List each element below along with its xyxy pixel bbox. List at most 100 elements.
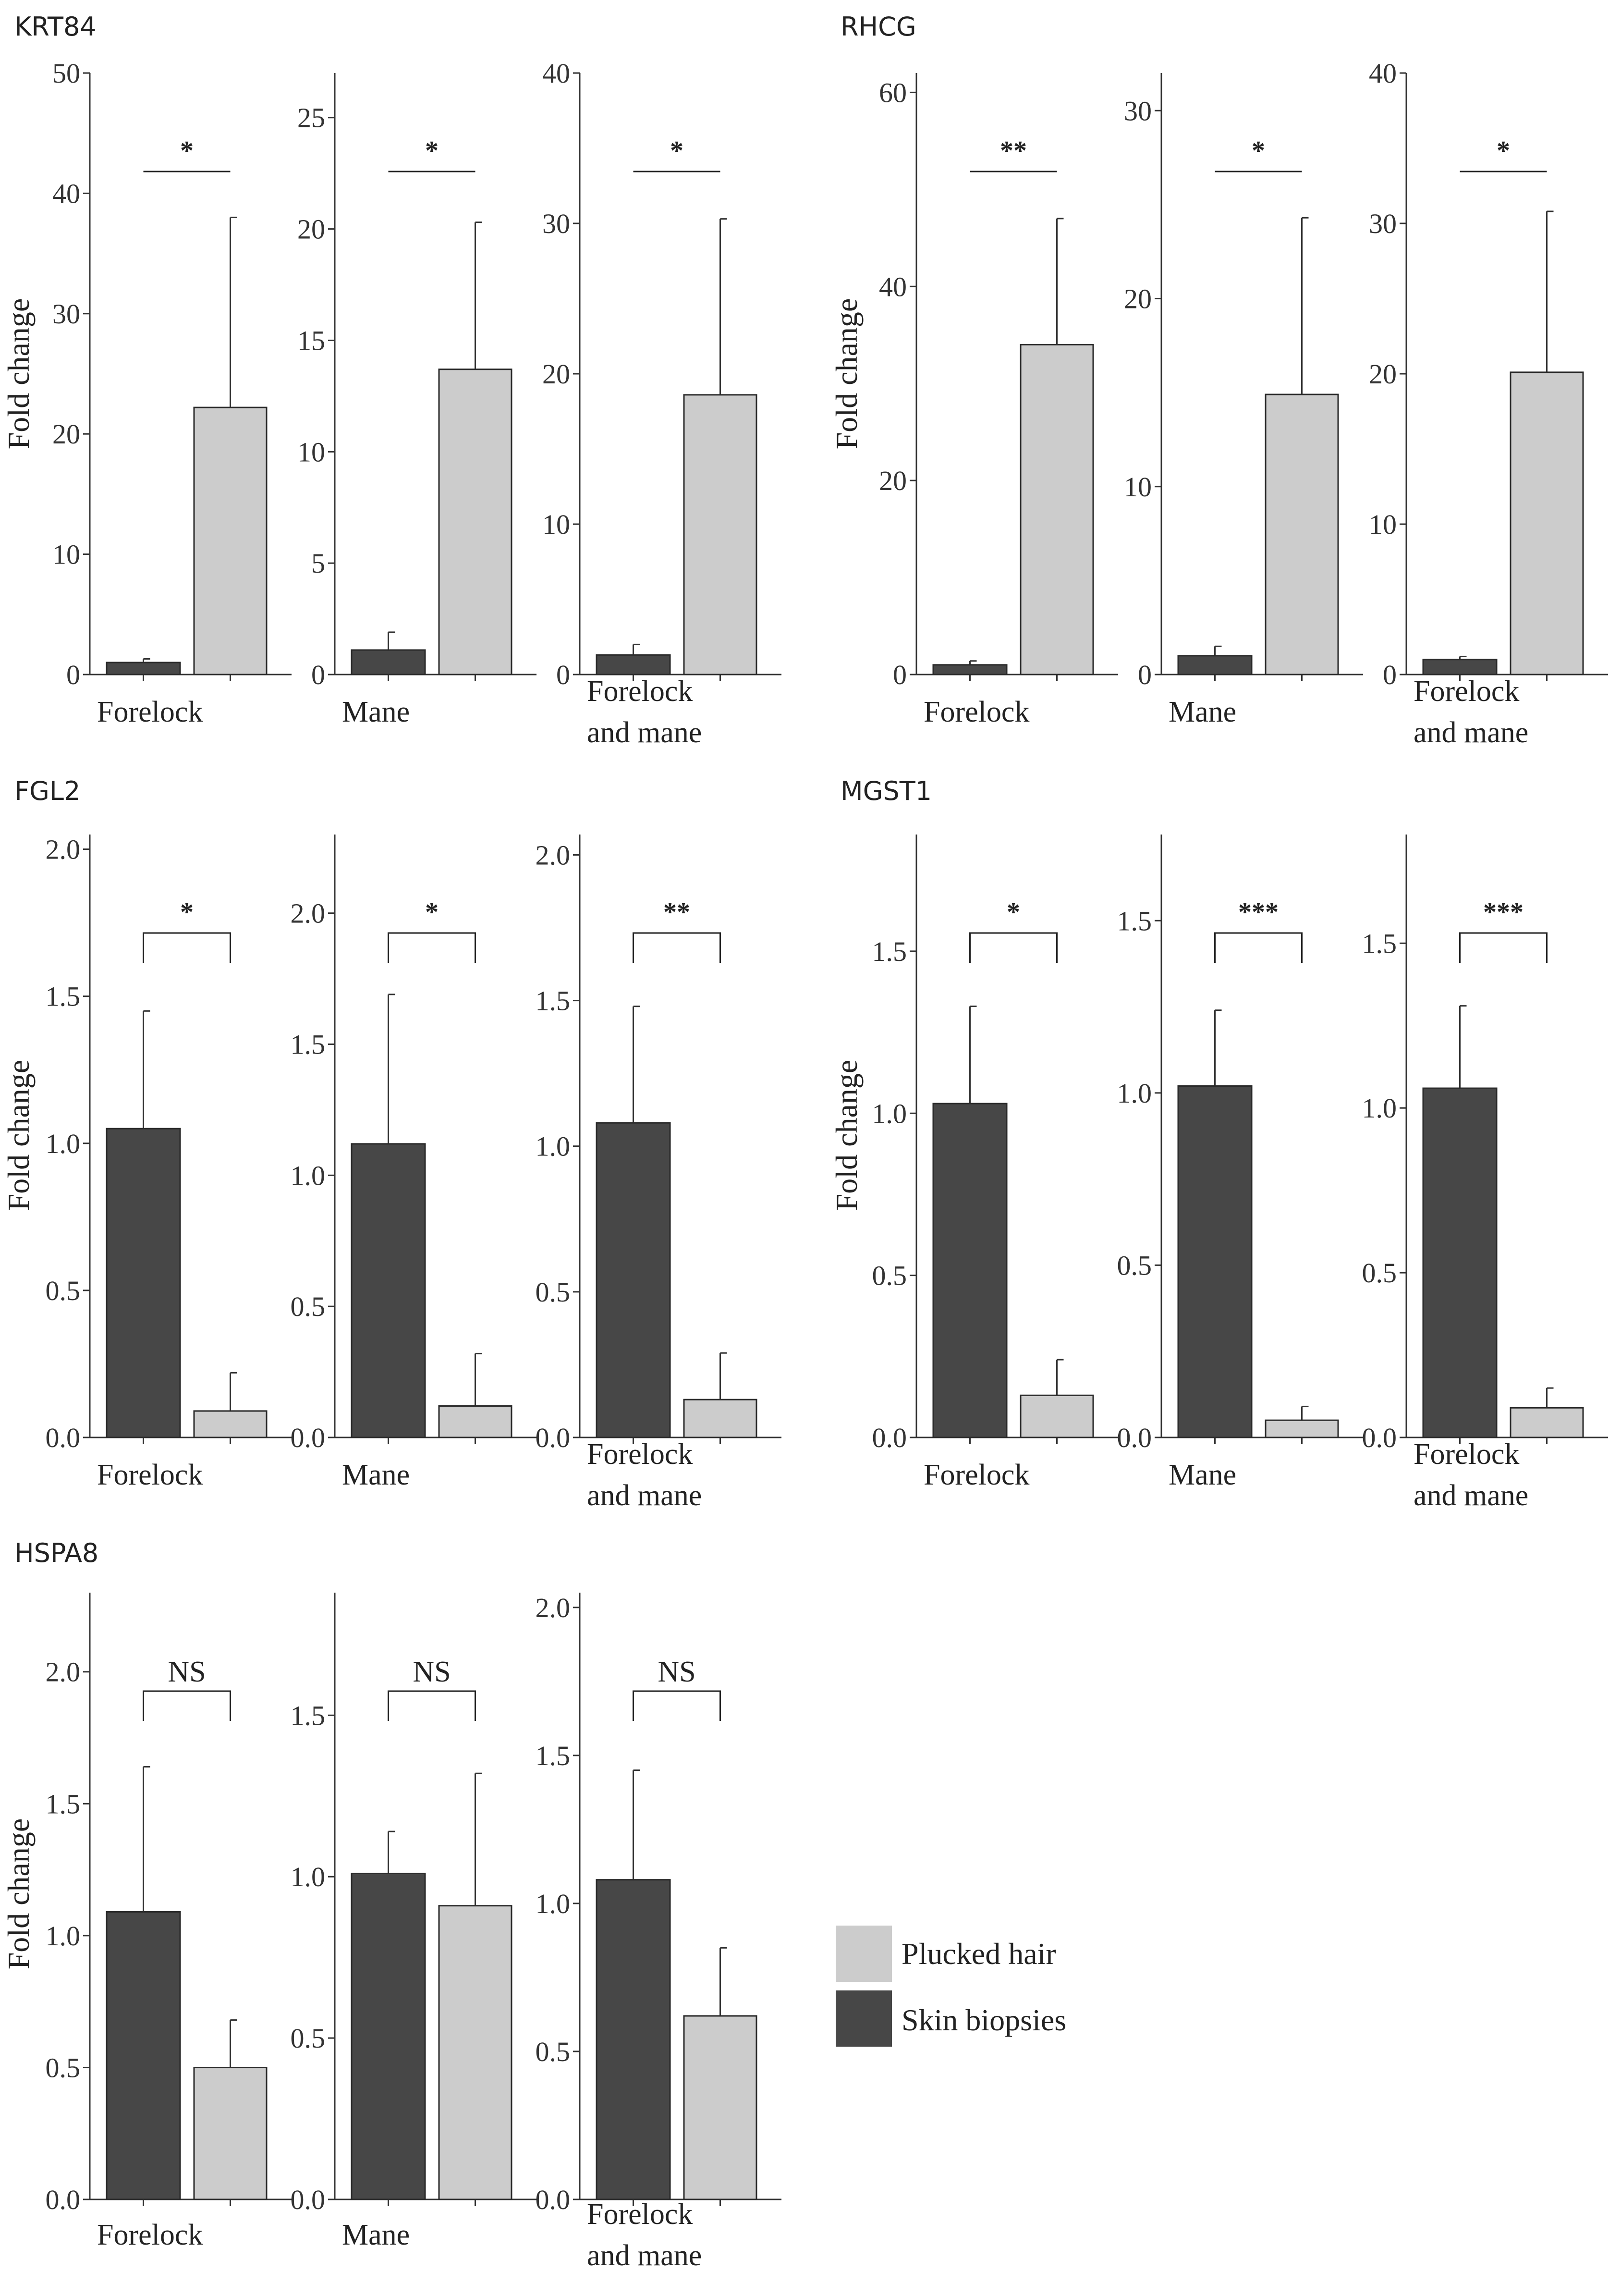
y-tick-label: 10 xyxy=(1124,471,1152,503)
category-label: and mane xyxy=(1414,716,1528,749)
category-label: Mane xyxy=(342,2219,410,2251)
category-label: and mane xyxy=(587,2239,702,2272)
y-tick-label: 20 xyxy=(1369,358,1397,390)
y-axis-label: Fold change xyxy=(1,1060,36,1211)
y-tick-label: 1.5 xyxy=(1362,928,1397,959)
category-label: Mane xyxy=(342,696,410,728)
gene-title-rhcg: RHCG xyxy=(841,12,916,42)
y-tick-label: 1.5 xyxy=(46,981,81,1012)
panel-mane: 0.0 0.5 1.0 1.5 NS Mane xyxy=(291,1593,536,2251)
y-tick-label: 0.0 xyxy=(1362,1422,1397,1453)
y-axis-label: Fold change xyxy=(829,1060,864,1211)
bar-plucked-hair xyxy=(1020,1394,1094,1438)
bar-skin-biopsies xyxy=(932,1103,1008,1438)
y-tick-label: 20 xyxy=(52,418,80,450)
y-tick-label: 0.0 xyxy=(46,1422,81,1453)
y-tick-label: 0.0 xyxy=(1117,1422,1152,1453)
y-tick-label: 20 xyxy=(879,465,907,496)
panel-mane: 0.0 0.5 1.0 1.5 *** Mane xyxy=(1117,835,1363,1491)
significance-label: * xyxy=(1007,897,1020,927)
panel-forelock: 0 10 20 30 40 50 * Forelock xyxy=(52,58,292,728)
y-tick-label: 1.0 xyxy=(291,1160,326,1191)
bar-plucked-hair xyxy=(1265,1419,1339,1438)
y-tick-label: 0.5 xyxy=(46,2052,81,2083)
y-tick-label: 0.0 xyxy=(872,1422,907,1453)
bar-plucked-hair xyxy=(1510,1407,1584,1438)
y-tick-label: 0.5 xyxy=(291,2023,326,2054)
significance-bracket xyxy=(1214,932,1303,963)
legend-swatch-skin-biopsies xyxy=(836,1990,892,2047)
legend: Plucked hair Skin biopsies xyxy=(836,1926,1066,2047)
y-tick-label: 40 xyxy=(879,271,907,302)
category-label: and mane xyxy=(587,1479,702,1512)
category-label: Forelock xyxy=(97,2219,203,2251)
significance-label: NS xyxy=(413,1656,451,1688)
y-tick-label: 0.5 xyxy=(1362,1257,1397,1289)
panel-forelock: 0.0 0.5 1.0 1.5 2.0 NS Forelock xyxy=(46,1593,292,2251)
y-tick-label: 1.0 xyxy=(291,1861,326,1892)
bar-plucked-hair xyxy=(683,2015,757,2200)
y-tick-label: 0 xyxy=(1383,659,1397,690)
y-tick-label: 1.0 xyxy=(46,1128,81,1159)
y-tick-label: 1.5 xyxy=(872,936,907,967)
category-label: Forelock xyxy=(1414,675,1519,708)
panel-forelock-and-mane: 0.0 0.5 1.0 1.5 2.0 ** Forelock and mane xyxy=(536,835,781,1512)
y-tick-label: 0 xyxy=(1138,659,1152,690)
y-tick-label: 30 xyxy=(52,298,80,330)
y-tick-label: 0.0 xyxy=(291,2184,326,2215)
y-tick-label: 40 xyxy=(1369,58,1397,89)
y-tick-label: 30 xyxy=(542,208,570,239)
significance-label: *** xyxy=(1483,897,1524,927)
panel-forelock-and-mane: 0 10 20 30 40 * Forelock and mane xyxy=(542,58,781,749)
y-tick-label: 60 xyxy=(879,77,907,108)
category-label: Mane xyxy=(342,1459,410,1491)
y-axis-label: Fold change xyxy=(1,298,36,450)
significance-label: * xyxy=(1497,136,1510,166)
y-tick-label: 50 xyxy=(52,58,80,89)
y-tick-label: 10 xyxy=(52,539,80,570)
y-tick-label: 30 xyxy=(1124,95,1152,126)
y-tick-label: 20 xyxy=(1124,283,1152,315)
y-tick-label: 0 xyxy=(311,659,325,690)
significance-label: * xyxy=(425,136,439,166)
y-tick-label: 2.0 xyxy=(536,839,571,871)
y-tick-label: 0.5 xyxy=(536,2036,571,2067)
category-label: Forelock xyxy=(587,1438,693,1471)
gene-chart-hspa8: HSPA8 Fold change 0.0 0.5 1.0 1.5 2.0 NS Foreloc… xyxy=(1,1538,781,2272)
bar-skin-biopsies xyxy=(596,654,671,675)
y-tick-label: 1.0 xyxy=(872,1098,907,1129)
y-tick-label: 0.0 xyxy=(536,2184,571,2215)
y-tick-label: 2.0 xyxy=(536,1592,571,1623)
category-label: Forelock xyxy=(97,1459,203,1491)
bar-plucked-hair xyxy=(438,1905,512,2200)
bar-skin-biopsies xyxy=(596,1879,671,2200)
legend-label-plucked-hair: Plucked hair xyxy=(902,1937,1056,1971)
bar-plucked-hair xyxy=(1510,371,1584,675)
panel-mane: 0 5 10 15 20 25 * Mane xyxy=(297,73,536,728)
category-label: Forelock xyxy=(924,1459,1029,1491)
significance-label: * xyxy=(1252,136,1265,166)
panel-mane: 0 10 20 30 * Mane xyxy=(1124,73,1363,728)
y-tick-label: 0.5 xyxy=(46,1275,81,1306)
bar-skin-biopsies xyxy=(596,1122,671,1438)
y-tick-label: 20 xyxy=(297,214,325,245)
gene-title-hspa8: HSPA8 xyxy=(14,1538,98,1568)
y-tick-label: 1.5 xyxy=(46,1788,81,1819)
plot-area: KRT84 Fold change 0 10 20 30 40 50 * Forelock 0 5 10… xyxy=(1,12,1608,2272)
bar-skin-biopsies xyxy=(351,1872,426,2200)
significance-bracket xyxy=(633,932,721,963)
bar-skin-biopsies xyxy=(106,1128,181,1438)
y-axis-label: Fold change xyxy=(829,298,864,450)
bar-skin-biopsies xyxy=(1422,659,1498,675)
bar-plucked-hair xyxy=(193,1410,268,1438)
panel-forelock-and-mane: 0.0 0.5 1.0 1.5 2.0 NS Forelock and mane xyxy=(536,1592,781,2272)
category-label: Mane xyxy=(1169,1459,1236,1491)
significance-bracket xyxy=(969,932,1058,963)
bar-plucked-hair xyxy=(1020,344,1094,675)
y-tick-label: 5 xyxy=(311,548,325,579)
bar-skin-biopsies xyxy=(351,1143,426,1438)
bar-plucked-hair xyxy=(683,1399,757,1438)
significance-label: NS xyxy=(168,1656,206,1688)
